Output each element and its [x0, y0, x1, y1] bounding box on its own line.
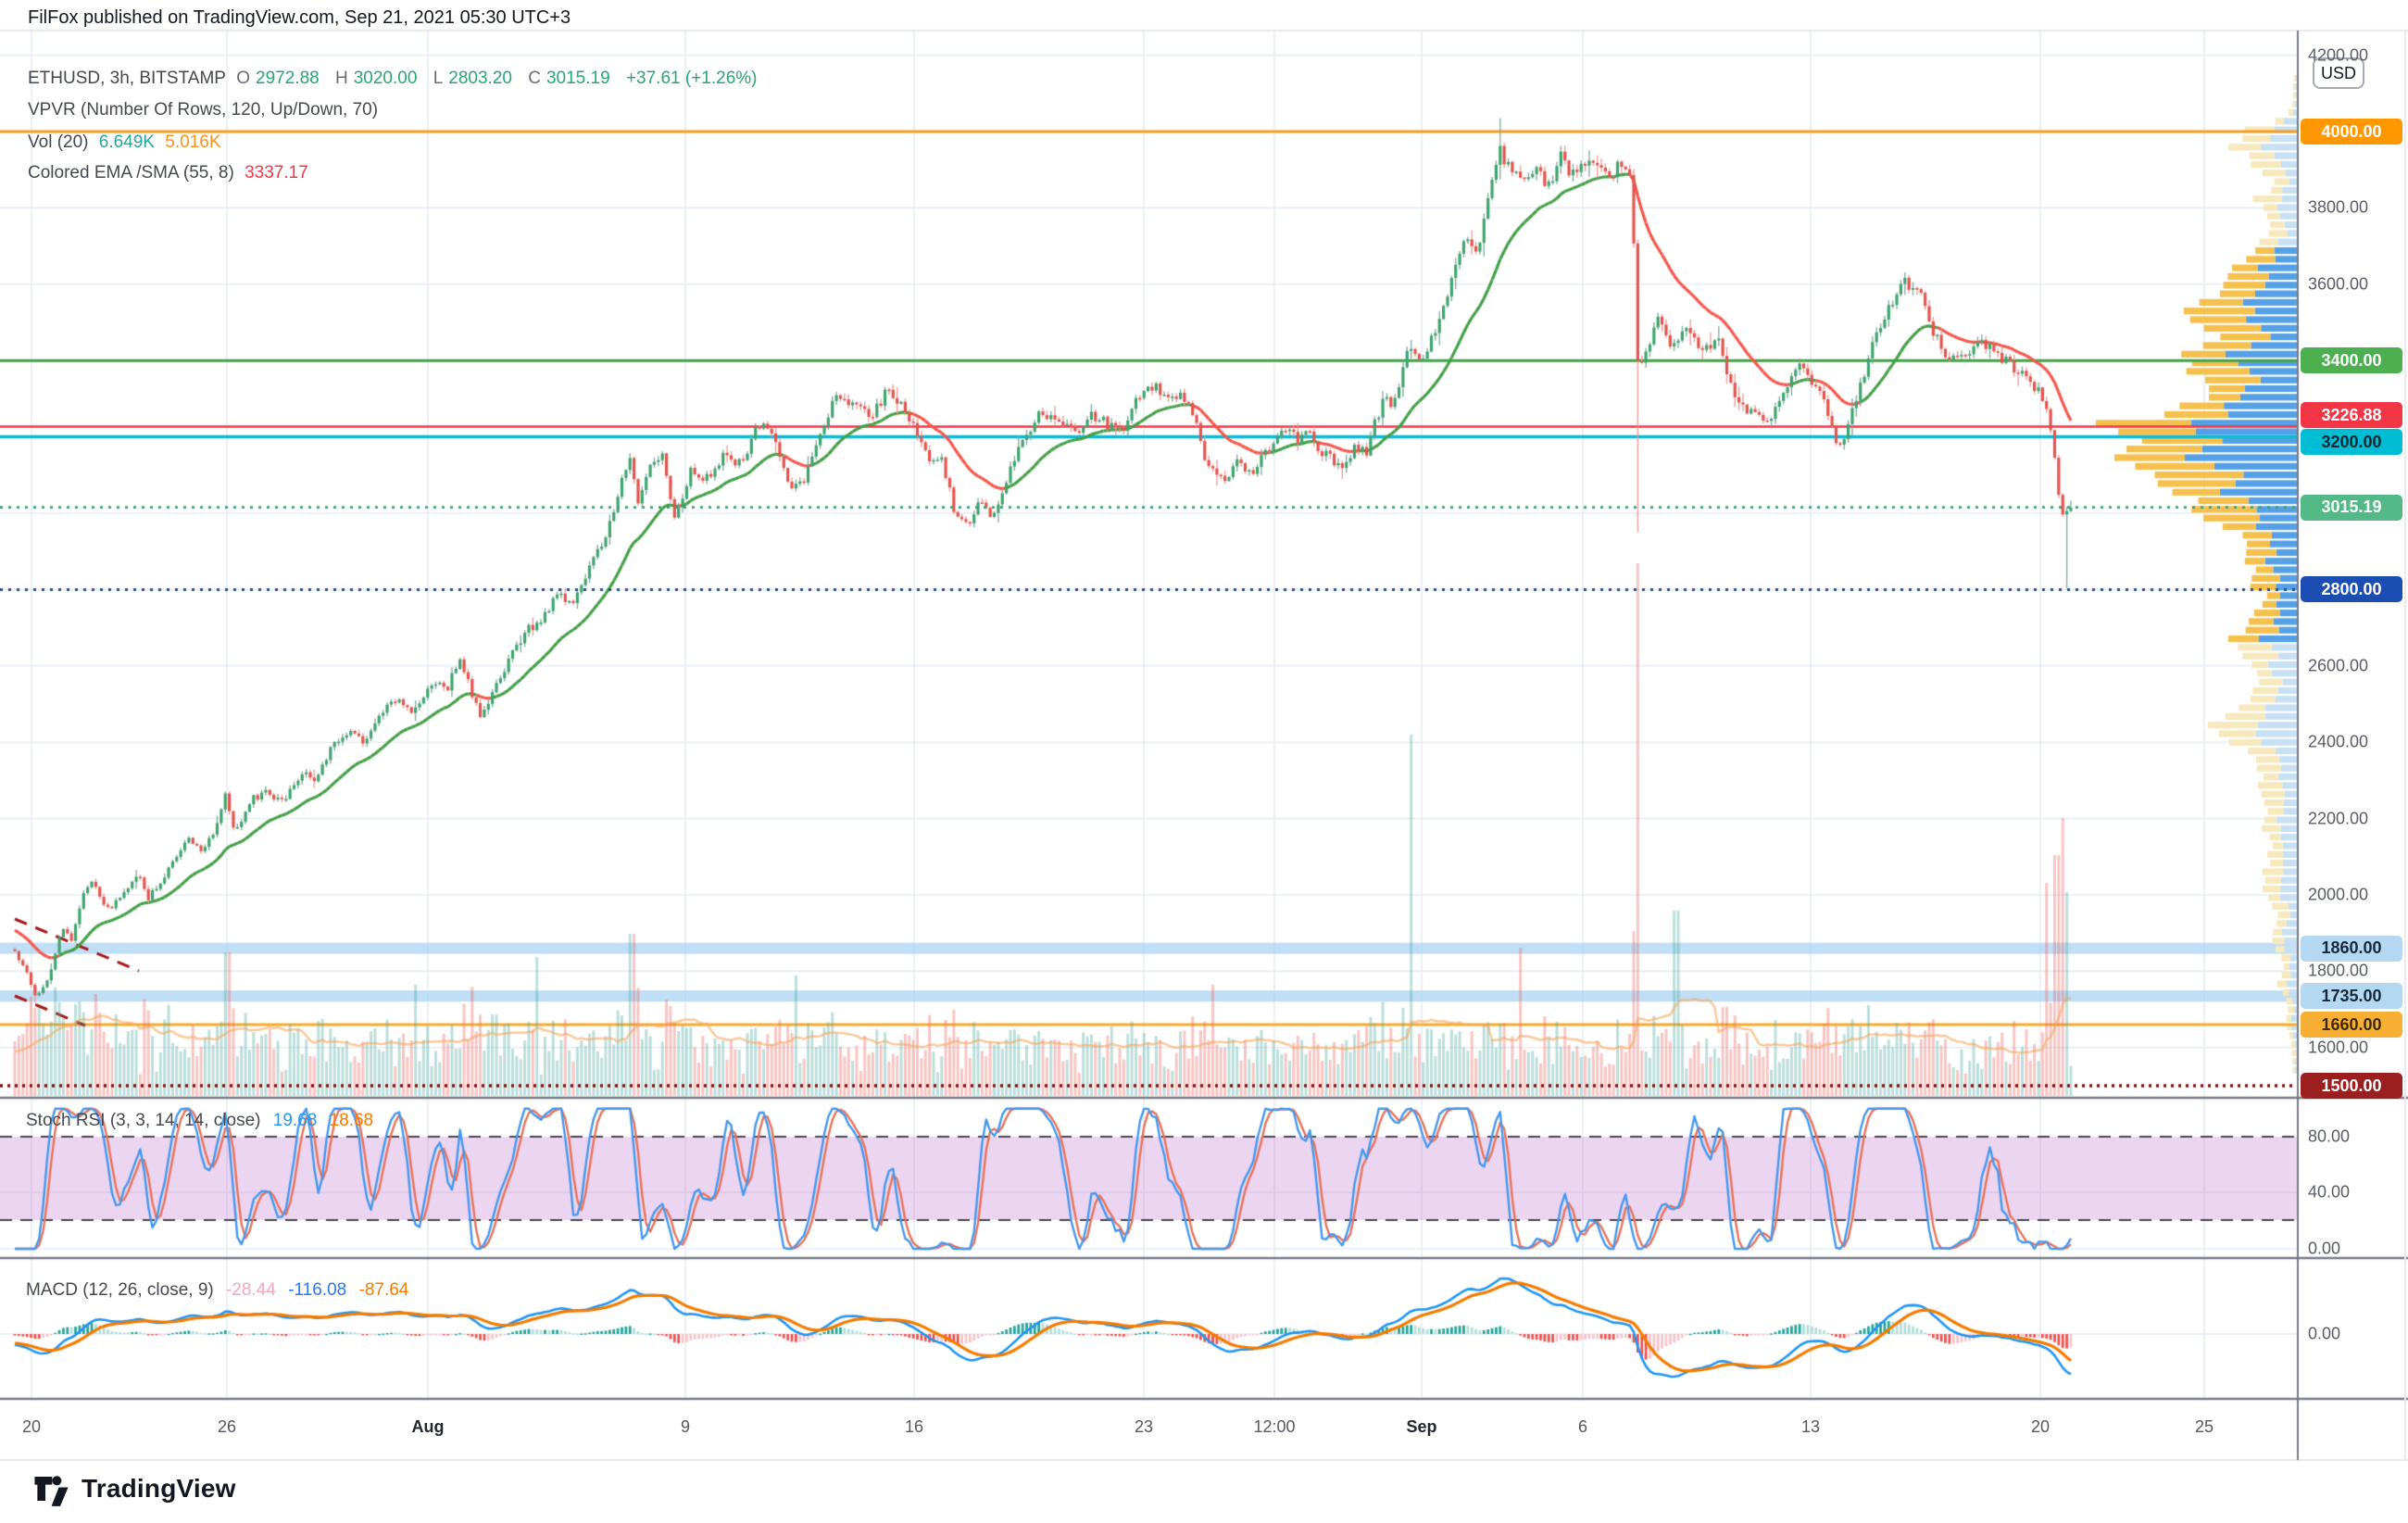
ohlc-close: C 3015.19: [528, 69, 610, 88]
time-axis-label: 23: [1134, 1417, 1154, 1436]
price-level-badge: 2800.00: [2301, 576, 2402, 603]
price-axis-label: 1800.00: [2308, 961, 2369, 980]
volume-value-1: 6.649K: [98, 132, 155, 152]
price-axis-label: 1600.00: [2308, 1038, 2369, 1057]
stoch-indicator-label: Stoch RSI (3, 3, 14, 14, close): [26, 1111, 261, 1130]
legend-stoch-row[interactable]: Stoch RSI (3, 3, 14, 14, close) 19.68 18…: [26, 1111, 373, 1131]
symbol-title: ETHUSD, 3h, BITSTAMP: [28, 69, 226, 88]
price-axis-label: 2000.00: [2308, 885, 2369, 904]
price-axis-label: 3600.00: [2308, 274, 2369, 294]
price-axis-label: 2400.00: [2308, 732, 2369, 751]
price-level-badge: 1860.00: [2301, 935, 2402, 962]
price-axis-label: 2600.00: [2308, 656, 2369, 675]
ema-indicator-label: Colored EMA /SMA (55, 8): [28, 163, 234, 183]
price-level-badge: 4000.00: [2301, 119, 2402, 145]
indicator-axis-label: 40.00: [2308, 1182, 2351, 1202]
indicator-axis-label: 0.00: [2308, 1239, 2341, 1258]
price-level-badge: 3400.00: [2301, 347, 2402, 374]
price-level-badge: 3200.00: [2301, 429, 2402, 455]
ema-value: 3337.17: [245, 163, 308, 183]
time-axis-label: 26: [217, 1417, 237, 1436]
time-axis-label: 20: [21, 1417, 42, 1436]
volume-indicator-label: Vol (20): [28, 132, 89, 152]
ohlc-high: H 3020.00: [335, 69, 418, 88]
macd-signal-value: -87.64: [358, 1280, 409, 1300]
indicator-axis-label: 0.00: [2308, 1324, 2341, 1343]
legend-vpvr-row[interactable]: VPVR (Number Of Rows, 120, Up/Down, 70): [28, 100, 383, 120]
legend-symbol-row[interactable]: ETHUSD, 3h, BITSTAMP O 2972.88 H 3020.00 L…: [28, 69, 763, 89]
time-axis-label: Sep: [1406, 1417, 1437, 1436]
indicator-axis-label: 80.00: [2308, 1127, 2351, 1146]
tradingview-logo-icon: [34, 1476, 69, 1506]
time-axis-label: 6: [1577, 1417, 1588, 1436]
legend-ema-row[interactable]: Colored EMA /SMA (55, 8) 3337.17: [28, 163, 314, 183]
volume-value-2: 5.016K: [165, 132, 221, 152]
time-axis-label: 16: [904, 1417, 924, 1436]
tradingview-logo[interactable]: TradingView: [33, 1471, 236, 1506]
time-axis-label: 9: [680, 1417, 691, 1436]
price-level-badge: 3226.88: [2301, 402, 2402, 428]
time-axis-label: 25: [2194, 1417, 2214, 1436]
price-level-badge: 1735.00: [2301, 983, 2402, 1010]
macd-indicator-label: MACD (12, 26, close, 9): [26, 1280, 214, 1300]
macd-line-value: -116.08: [288, 1280, 347, 1300]
legend-macd-row[interactable]: MACD (12, 26, close, 9) -28.44 -116.08 -…: [26, 1280, 408, 1301]
time-axis-label: Aug: [411, 1417, 445, 1436]
price-level-badge: 1660.00: [2301, 1012, 2402, 1038]
stoch-d-value: 18.68: [329, 1111, 374, 1130]
time-axis-label: 20: [2030, 1417, 2051, 1436]
stoch-k-value: 19.68: [272, 1111, 318, 1130]
currency-unit-button[interactable]: USD: [2313, 57, 2364, 89]
macd-hist-value: -28.44: [226, 1280, 276, 1300]
ohlc-low: L 2803.20: [433, 69, 512, 88]
time-axis-label: 13: [1800, 1417, 1821, 1436]
price-axis-label: 4200.00: [2308, 45, 2369, 65]
ohlc-open: O 2972.88: [236, 69, 320, 88]
time-axis-label: 12:00: [1253, 1417, 1296, 1436]
price-axis-label: 2200.00: [2308, 809, 2369, 828]
tradingview-logo-text: TradingView: [82, 1474, 236, 1503]
vpvr-indicator-label: VPVR (Number Of Rows, 120, Up/Down, 70): [28, 100, 379, 120]
price-level-badge: 3015.19: [2301, 494, 2402, 521]
price-axis-label: 3800.00: [2308, 197, 2369, 217]
legend-volume-row[interactable]: Vol (20) 6.649K 5.016K: [28, 132, 227, 153]
change-value: +37.61 (+1.26%): [625, 69, 758, 88]
publish-attribution: FilFox published on TradingView.com, Sep…: [28, 7, 571, 28]
price-level-badge: 1500.00: [2301, 1073, 2402, 1099]
